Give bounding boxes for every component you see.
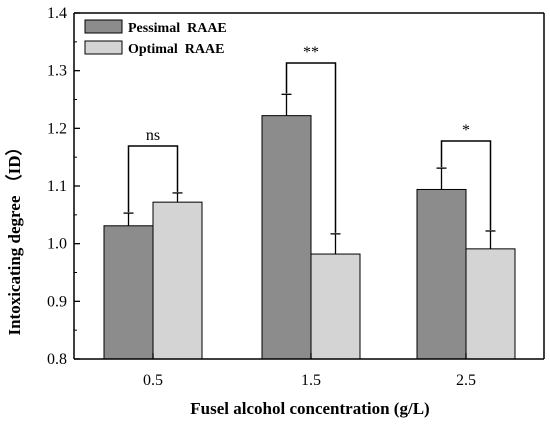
significance-label: ns <box>146 127 160 144</box>
bar-optimal-2.5 <box>465 248 516 360</box>
y-tick-label: 0.8 <box>47 351 67 368</box>
significance-bracket <box>285 62 337 233</box>
y-tick-label: 1.1 <box>47 178 67 195</box>
y-tick-label: 0.9 <box>47 293 67 310</box>
bar-pessimal-2.5 <box>416 188 467 360</box>
bar-pessimal-1.5 <box>261 115 312 360</box>
bar-optimal-1.5 <box>310 253 361 360</box>
legend-swatch-optimal <box>84 40 123 55</box>
significance-label: * <box>462 122 470 139</box>
y-tick-label: 1.0 <box>47 236 67 253</box>
bar-pessimal-0.5 <box>103 225 154 360</box>
plot-area: ns***0.80.91.01.11.21.31.40.5 1.5 2.5Pessi… <box>47 5 545 389</box>
y-axis-title: Intoxicating degree （ID） <box>4 138 24 335</box>
x-tick-label: 2.5 <box>456 372 476 389</box>
legend-label-pessimal: Pessimal RAAE <box>128 21 227 36</box>
y-tick-label: 1.3 <box>47 63 67 80</box>
significance-label: ** <box>303 44 319 61</box>
y-tick-label: 1.2 <box>47 120 67 137</box>
legend-swatch-pessimal <box>84 19 123 34</box>
bar-optimal-0.5 <box>152 201 203 360</box>
legend-label-optimal: Optimal RAAE <box>128 42 224 57</box>
y-tick-label: 1.4 <box>47 5 67 22</box>
x-axis-title: Fusel alcohol concentration (g/L) <box>190 399 429 418</box>
significance-bracket <box>127 145 179 213</box>
significance-bracket <box>440 140 492 230</box>
x-tick-label: 1.5 <box>301 372 321 389</box>
x-tick-label: 0.5 <box>143 372 163 389</box>
